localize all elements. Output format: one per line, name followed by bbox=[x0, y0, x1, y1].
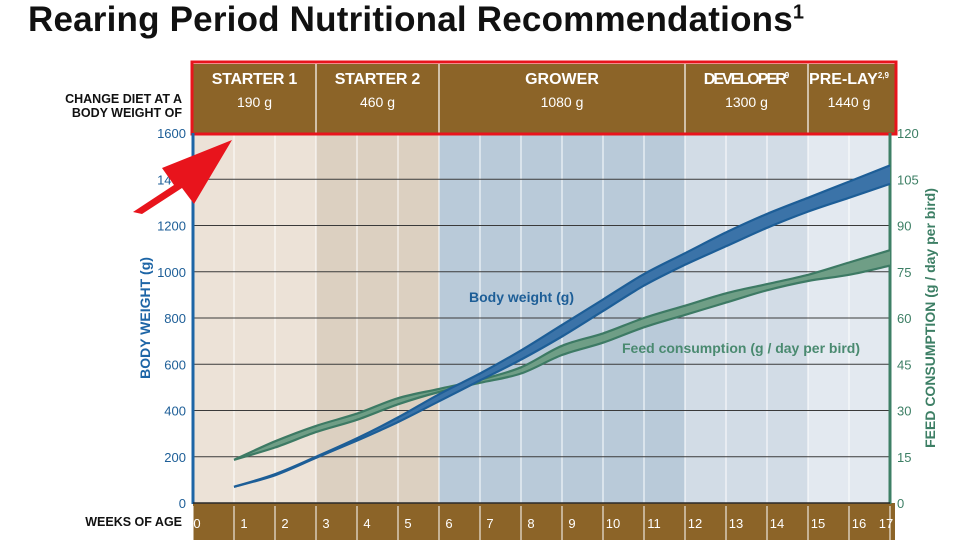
right-tick-label: 30 bbox=[897, 404, 911, 419]
left-tick-label: 600 bbox=[164, 357, 186, 372]
week-tick-label: 3 bbox=[322, 516, 329, 531]
week-tick-label: 9 bbox=[568, 516, 575, 531]
feed-series-label: Feed consumption (g / day per bird) bbox=[622, 340, 860, 356]
right-tick-label: 90 bbox=[897, 219, 911, 234]
week-tick-label: 1 bbox=[240, 516, 247, 531]
right-axis-title: FEED CONSUMPTION (g / day per bird) bbox=[922, 188, 938, 448]
week-tick-label: 2 bbox=[281, 516, 288, 531]
weeks-axis-strip bbox=[193, 503, 895, 540]
weeks-of-age-label: WEEKS OF AGE bbox=[85, 515, 182, 529]
right-tick-label: 0 bbox=[897, 496, 904, 511]
change-diet-label: CHANGE DIET AT A bbox=[65, 92, 182, 106]
phase-name: DEVELOPER9 bbox=[704, 71, 790, 88]
left-axis-title: BODY WEIGHT (g) bbox=[137, 257, 153, 379]
phase-weight: 1300 g bbox=[725, 94, 768, 110]
right-tick-label: 105 bbox=[897, 172, 919, 187]
phase-weight: 190 g bbox=[237, 94, 272, 110]
red-arrow-icon bbox=[133, 140, 232, 214]
week-tick-label: 14 bbox=[770, 516, 784, 531]
diet-header-bar bbox=[193, 64, 895, 133]
phase-name: STARTER 1 bbox=[212, 71, 298, 88]
week-tick-label: 6 bbox=[445, 516, 452, 531]
week-tick-label: 12 bbox=[688, 516, 702, 531]
week-tick-label: 16 bbox=[852, 516, 866, 531]
feed-consumption-lower-line bbox=[233, 264, 891, 461]
left-tick-label: 1200 bbox=[157, 219, 186, 234]
header-highlight-box bbox=[190, 60, 898, 136]
body-weight-of-label: BODY WEIGHT OF bbox=[71, 106, 182, 120]
body-weight-lower-line bbox=[233, 182, 891, 488]
week-tick-label: 4 bbox=[363, 516, 370, 531]
right-tick-label: 75 bbox=[897, 265, 911, 280]
phase-weight: 1080 g bbox=[541, 94, 584, 110]
phase-weight: 1440 g bbox=[828, 94, 871, 110]
left-tick-label: 0 bbox=[179, 496, 186, 511]
right-tick-label: 45 bbox=[897, 357, 911, 372]
week-tick-label: 0 bbox=[193, 516, 200, 531]
week-tick-label: 7 bbox=[486, 516, 493, 531]
right-tick-label: 120 bbox=[897, 126, 919, 141]
left-tick-label: 200 bbox=[164, 450, 186, 465]
week-tick-label: 10 bbox=[606, 516, 620, 531]
week-tick-label: 11 bbox=[647, 516, 661, 531]
page-title: Rearing Period Nutritional Recommendatio… bbox=[28, 0, 805, 39]
left-tick-label: 800 bbox=[164, 311, 186, 326]
phase-name: STARTER 2 bbox=[335, 71, 421, 88]
week-tick-label: 17 bbox=[879, 516, 893, 531]
right-tick-label: 60 bbox=[897, 311, 911, 326]
body-weight-upper-line bbox=[233, 164, 891, 488]
left-tick-label: 400 bbox=[164, 404, 186, 419]
week-tick-label: 5 bbox=[404, 516, 411, 531]
phase-weight: 460 g bbox=[360, 94, 395, 110]
week-tick-label: 13 bbox=[729, 516, 743, 531]
phase-name: GROWER bbox=[525, 71, 599, 88]
title-footnote-marker: 1 bbox=[792, 1, 805, 24]
phase-name: PRE-LAY2,9 bbox=[809, 71, 889, 88]
left-tick-label: 1600 bbox=[157, 126, 186, 141]
right-tick-label: 15 bbox=[897, 450, 911, 465]
feed-consumption-upper-line bbox=[233, 249, 891, 461]
week-tick-label: 15 bbox=[811, 516, 825, 531]
week-tick-label: 8 bbox=[527, 516, 534, 531]
body-weight-series-label: Body weight (g) bbox=[469, 289, 574, 305]
left-tick-label: 1000 bbox=[157, 265, 186, 280]
